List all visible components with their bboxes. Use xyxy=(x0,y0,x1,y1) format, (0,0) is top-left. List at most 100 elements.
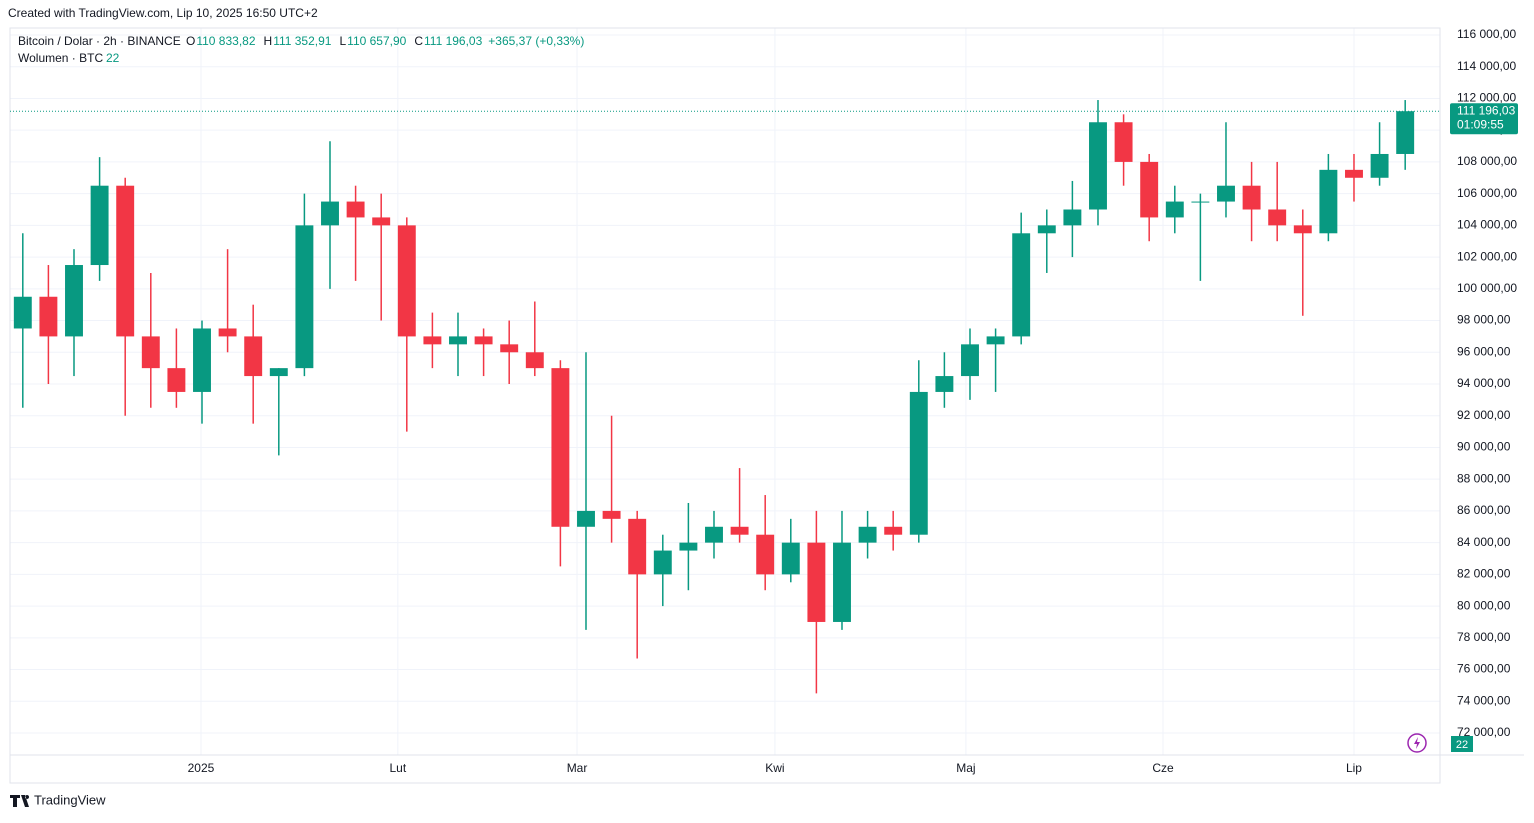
candle-body xyxy=(218,328,237,337)
candle-body xyxy=(244,336,263,377)
y-tick-label: 74 000,00 xyxy=(1457,693,1511,707)
y-tick-label: 106 000,00 xyxy=(1457,186,1517,200)
candle-body xyxy=(1063,209,1082,226)
candle-body xyxy=(116,185,135,337)
y-tick-label: 104 000,00 xyxy=(1457,218,1517,232)
candle-body xyxy=(90,185,109,266)
candle-body xyxy=(1140,161,1159,218)
candle-body xyxy=(1242,185,1261,210)
candle-body xyxy=(167,368,186,392)
candle-body xyxy=(935,376,954,392)
candle-body xyxy=(1114,122,1133,162)
ohlc-value: 111 352,91 xyxy=(273,34,332,48)
candle-body xyxy=(602,510,621,519)
candle-body xyxy=(269,368,288,377)
ohlc-value: 111 196,03 xyxy=(424,34,483,48)
brand-logo xyxy=(10,795,30,807)
candle-body xyxy=(372,217,391,226)
candle-body xyxy=(909,391,928,535)
candle-body xyxy=(884,526,903,535)
candle-body xyxy=(321,201,339,226)
ohlc-key: C xyxy=(414,34,423,48)
ohlc-key: O xyxy=(186,34,195,48)
candle-body xyxy=(961,344,979,377)
y-tick-label: 100 000,00 xyxy=(1457,281,1517,295)
candle-body xyxy=(13,296,32,329)
candle-body xyxy=(397,225,416,337)
last-price-label: 111 196,03 xyxy=(1457,103,1516,117)
candle-body xyxy=(1191,201,1210,203)
y-tick-label: 92 000,00 xyxy=(1457,408,1511,422)
candle-body xyxy=(500,344,519,353)
y-tick-label: 88 000,00 xyxy=(1457,471,1511,485)
candle-body xyxy=(193,328,211,392)
candle-body xyxy=(346,201,365,218)
y-tick-label: 102 000,00 xyxy=(1457,249,1517,263)
volume-badge xyxy=(1451,736,1473,752)
y-tick-label: 108 000,00 xyxy=(1457,154,1517,168)
y-tick-label: 78 000,00 xyxy=(1457,630,1511,644)
candle-body xyxy=(679,542,698,551)
candle-body xyxy=(730,526,749,535)
candle-body xyxy=(474,336,493,345)
y-tick-label: 84 000,00 xyxy=(1457,535,1511,549)
x-tick-label: Kwi xyxy=(765,761,784,775)
created-note: Created with TradingView.com, Lip 10, 20… xyxy=(8,6,318,20)
ohlc-value: 110 657,90 xyxy=(347,34,406,48)
candle-body xyxy=(1293,225,1312,234)
candle-body xyxy=(1165,201,1184,218)
y-tick-label: 98 000,00 xyxy=(1457,313,1511,327)
candle-body xyxy=(986,336,1005,345)
candle-body xyxy=(833,542,851,622)
candle-body xyxy=(1089,122,1107,210)
y-tick-label: 82 000,00 xyxy=(1457,567,1511,581)
y-tick-label: 80 000,00 xyxy=(1457,598,1511,612)
countdown: 01:09:55 xyxy=(1457,117,1504,131)
candle-body xyxy=(577,510,595,527)
candle-body xyxy=(423,336,442,345)
candle-body xyxy=(1268,209,1287,226)
y-tick-label: 90 000,00 xyxy=(1457,440,1511,454)
candle-body xyxy=(705,526,723,543)
candle-body xyxy=(1037,225,1056,234)
x-tick-label: Cze xyxy=(1152,761,1174,775)
y-tick-label: 112 000,00 xyxy=(1457,91,1516,105)
candle-body xyxy=(858,526,877,543)
alert-bolt xyxy=(1414,737,1420,749)
candle-body xyxy=(525,352,544,369)
y-tick-label: 76 000,00 xyxy=(1457,662,1511,676)
candle-body xyxy=(1396,111,1415,154)
brand-name: TradingView xyxy=(34,792,106,807)
candle-body xyxy=(781,542,800,575)
candle-body xyxy=(449,336,467,345)
x-tick-label: Mar xyxy=(567,761,588,775)
x-tick-label: 2025 xyxy=(188,761,215,775)
candle-body xyxy=(295,225,314,369)
candle-body xyxy=(653,550,672,575)
last-price-box xyxy=(1450,103,1518,135)
candle-body xyxy=(1319,169,1338,234)
volume-value: 22 xyxy=(106,51,120,65)
y-tick-label: 96 000,00 xyxy=(1457,344,1511,358)
candle-body xyxy=(807,542,826,622)
candle-body xyxy=(1370,153,1389,178)
x-tick-label: Maj xyxy=(956,761,975,775)
candle-body xyxy=(1217,185,1235,202)
y-tick-label: 86 000,00 xyxy=(1457,503,1511,517)
candle-body xyxy=(1012,233,1031,337)
candle-body xyxy=(628,518,647,575)
x-tick-label: Lip xyxy=(1346,761,1362,775)
candle-body xyxy=(65,265,83,337)
candle-body xyxy=(551,368,570,527)
volume-badge-text: 22 xyxy=(1456,739,1468,751)
candle-body xyxy=(1345,169,1363,178)
candle-body xyxy=(141,336,160,369)
y-tick-label: 116 000,00 xyxy=(1457,27,1516,41)
ohlc-value: 110 833,82 xyxy=(196,34,255,48)
symbol-title: Bitcoin / Dolar · 2h · BINANCE xyxy=(18,34,181,48)
x-tick-label: Lut xyxy=(389,761,406,775)
volume-title: Wolumen · BTC xyxy=(18,51,103,65)
candle-body xyxy=(39,296,58,337)
